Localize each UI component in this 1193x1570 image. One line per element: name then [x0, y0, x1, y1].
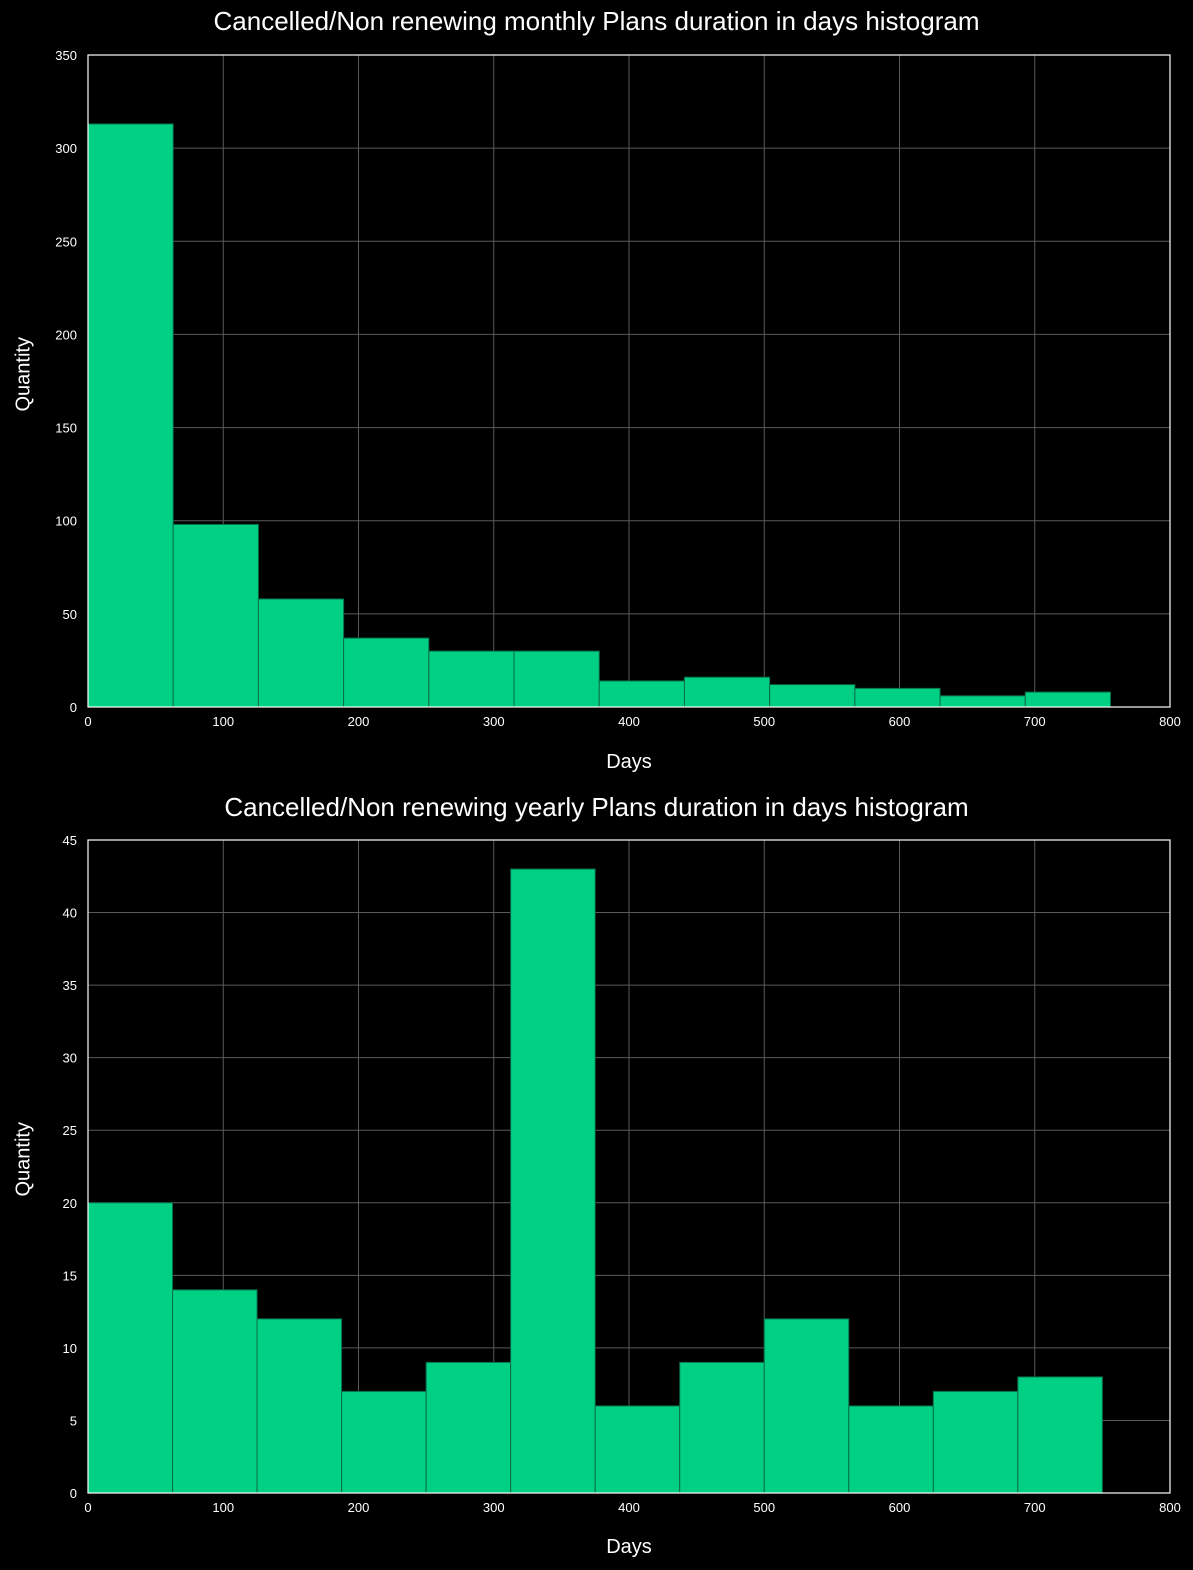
x-tick-label: 600 — [889, 714, 911, 729]
histogram-bar — [343, 637, 430, 708]
y-tick-label: 45 — [63, 833, 77, 848]
x-tick-label: 500 — [753, 714, 775, 729]
axes-frame — [87, 839, 1171, 1494]
x-tick-label: 700 — [1024, 714, 1046, 729]
monthly-histogram-panel: Cancelled/Non renewing monthly Plans dur… — [13, 6, 1181, 773]
histogram-bar — [594, 1405, 681, 1494]
x-axis-label: Days — [606, 1536, 652, 1558]
y-tick-label: 40 — [63, 906, 77, 921]
y-tick-label: 10 — [63, 1341, 77, 1356]
histogram-bar — [939, 695, 1026, 708]
histogram-bar — [172, 1289, 258, 1494]
histogram-bar — [598, 680, 685, 708]
monthly-histogram-plot: 0 100 200 300 400 500 600 700 800 0 50 100 150 200 250… — [55, 48, 1181, 729]
yearly-histogram-panel: Cancelled/Non renewing yearly Plans dura… — [0, 785, 1193, 1570]
x-tick-label: 300 — [483, 714, 505, 729]
y-tick-label: 350 — [55, 48, 77, 63]
x-tick-label: 0 — [84, 1500, 91, 1515]
histogram-bar — [87, 123, 174, 708]
x-tick-label: 0 — [84, 714, 91, 729]
histogram-bar — [763, 1318, 850, 1494]
y-tick-label: 30 — [63, 1051, 77, 1066]
x-axis-label: Days — [606, 751, 652, 773]
histogram-bar — [1017, 1376, 1103, 1494]
axes-frame — [87, 54, 1171, 708]
y-tick-label: 250 — [55, 234, 77, 249]
histogram-bar — [428, 650, 515, 708]
y-tick-label: 5 — [70, 1413, 77, 1428]
x-tick-label: 500 — [753, 1500, 775, 1515]
y-tick-label: 15 — [63, 1268, 77, 1283]
histogram-bar — [854, 687, 941, 708]
x-tick-label: 200 — [348, 714, 370, 729]
histogram-bar — [87, 1202, 174, 1494]
x-tick-label: 800 — [1159, 1500, 1181, 1515]
bars — [87, 868, 1103, 1494]
y-tick-label: 300 — [55, 141, 77, 156]
histogram-bar — [341, 1390, 427, 1494]
histogram-bar — [257, 598, 345, 708]
x-tick-label: 700 — [1024, 1500, 1046, 1515]
x-tick-label: 600 — [889, 1500, 911, 1515]
x-tick-label: 100 — [212, 1500, 234, 1515]
x-tick-label: 200 — [348, 1500, 370, 1515]
yearly-histogram-plot: 0 100 200 300 400 500 600 700 800 0 5 10 15 20 25 30 35 4… — [63, 833, 1181, 1515]
x-tick-label: 800 — [1159, 714, 1181, 729]
histogram-bar — [679, 1361, 765, 1494]
chart-title: Cancelled/Non renewing yearly Plans dura… — [224, 792, 969, 822]
histogram-bar — [1024, 691, 1111, 708]
y-tick-label: 200 — [55, 327, 77, 342]
y-tick-label: 0 — [70, 700, 77, 715]
y-tick-label: 20 — [63, 1196, 77, 1211]
y-tick-label: 35 — [63, 978, 77, 993]
y-tick-label: 100 — [55, 514, 77, 529]
y-tick-label: 25 — [63, 1123, 77, 1138]
y-tick-label: 0 — [70, 1486, 77, 1501]
chart-title: Cancelled/Non renewing monthly Plans dur… — [213, 6, 980, 36]
histogram-bar — [425, 1361, 512, 1494]
x-tick-label: 300 — [483, 1500, 505, 1515]
histogram-bar — [848, 1405, 934, 1494]
x-tick-label: 100 — [212, 714, 234, 729]
histogram-bar — [256, 1318, 343, 1494]
histogram-bar — [769, 684, 856, 708]
histogram-bar — [932, 1390, 1019, 1494]
histogram-bar — [513, 650, 600, 708]
histogram-bar — [683, 676, 771, 708]
y-tick-label: 50 — [63, 607, 77, 622]
x-tick-label: 400 — [618, 714, 640, 729]
histogram-bar — [172, 523, 259, 708]
y-tick-label: 150 — [55, 421, 77, 436]
histogram-bar — [510, 868, 596, 1494]
x-tick-label: 400 — [618, 1500, 640, 1515]
bars — [87, 123, 1111, 708]
